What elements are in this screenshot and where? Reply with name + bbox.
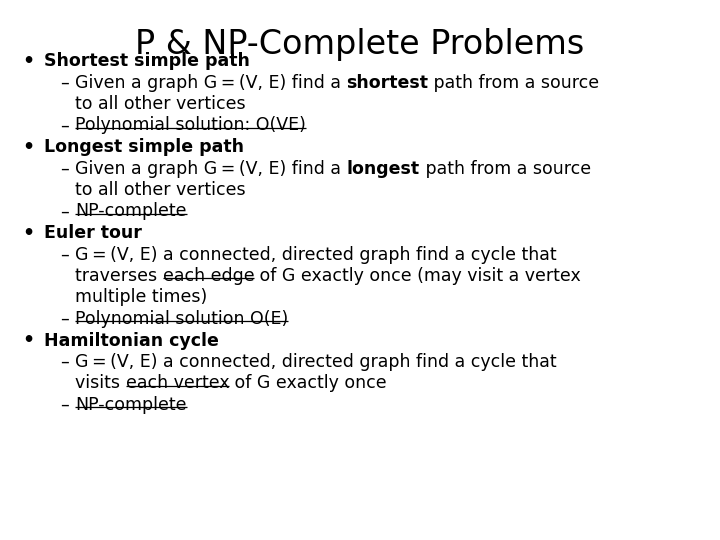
Text: –: – <box>60 396 68 414</box>
Text: NP-complete: NP-complete <box>75 396 186 414</box>
Text: Longest simple path: Longest simple path <box>44 138 244 156</box>
Text: G = (V, E) a connected, directed graph find a cycle that: G = (V, E) a connected, directed graph f… <box>75 353 557 371</box>
Text: Hamiltonian cycle: Hamiltonian cycle <box>44 332 219 349</box>
Text: P & NP-Complete Problems: P & NP-Complete Problems <box>135 28 585 61</box>
Text: –: – <box>60 202 68 220</box>
Text: Euler tour: Euler tour <box>44 224 142 242</box>
Text: shortest: shortest <box>346 73 428 91</box>
Text: Given a graph G = (V, E) find a: Given a graph G = (V, E) find a <box>75 159 346 178</box>
Text: path from a source: path from a source <box>428 73 600 91</box>
Text: each vertex: each vertex <box>125 375 229 393</box>
Text: longest: longest <box>346 159 420 178</box>
Text: –: – <box>60 246 68 264</box>
Text: visits: visits <box>75 375 125 393</box>
Text: of G exactly once (may visit a vertex: of G exactly once (may visit a vertex <box>254 267 581 285</box>
Text: path from a source: path from a source <box>420 159 590 178</box>
Text: traverses: traverses <box>75 267 163 285</box>
Text: –: – <box>60 73 68 91</box>
Text: •: • <box>22 138 34 157</box>
Text: G = (V, E) a connected, directed graph find a cycle that: G = (V, E) a connected, directed graph f… <box>75 246 557 264</box>
Text: to all other vertices: to all other vertices <box>75 95 246 113</box>
Text: NP-complete: NP-complete <box>75 202 186 220</box>
Text: Shortest simple path: Shortest simple path <box>44 52 250 70</box>
Text: each edge: each edge <box>163 267 254 285</box>
Text: to all other vertices: to all other vertices <box>75 181 246 199</box>
Text: of G exactly once: of G exactly once <box>229 375 387 393</box>
Text: –: – <box>60 159 68 178</box>
Text: •: • <box>22 332 34 350</box>
Text: –: – <box>60 310 68 328</box>
Text: Polynomial solution: O(VE): Polynomial solution: O(VE) <box>75 117 306 134</box>
Text: –: – <box>60 353 68 371</box>
Text: Polynomial solution O(E): Polynomial solution O(E) <box>75 310 288 328</box>
Text: Given a graph G = (V, E) find a: Given a graph G = (V, E) find a <box>75 73 346 91</box>
Text: –: – <box>60 117 68 134</box>
Text: multiple times): multiple times) <box>75 288 207 307</box>
Text: •: • <box>22 224 34 243</box>
Text: •: • <box>22 52 34 71</box>
